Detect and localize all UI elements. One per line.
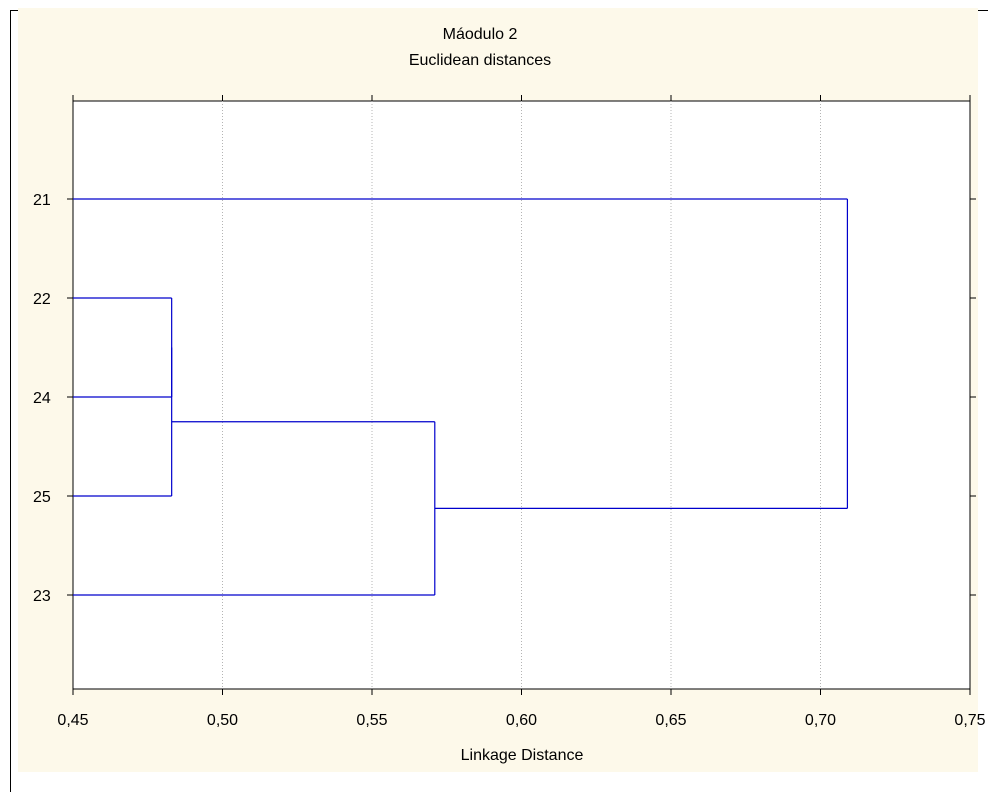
- x-tick-label: 0,75: [954, 712, 985, 729]
- chart-title: Máodulo 2: [442, 26, 518, 43]
- x-tick-label: 0,50: [207, 712, 238, 729]
- y-tick-label: 21: [33, 192, 51, 209]
- x-axis-title: Linkage Distance: [461, 747, 584, 764]
- y-tick-label: 25: [33, 489, 51, 506]
- gridlines: [222, 101, 821, 689]
- axis-ticks: 0,45 0,50 0,55 0,60 0,65 0,70 0,75 21 22 24 25 23: [33, 95, 986, 729]
- x-tick-label: 0,45: [57, 712, 88, 729]
- x-tick-label: 0,55: [356, 712, 387, 729]
- y-tick-label: 23: [33, 588, 51, 605]
- y-tick-label: 24: [33, 390, 51, 407]
- title-block: Máodulo 2 Euclidean distances: [0, 22, 960, 74]
- x-tick-label: 0,60: [506, 712, 537, 729]
- dendrogram-links: [73, 198, 849, 596]
- y-tick-label: 22: [33, 291, 51, 308]
- x-tick-label: 0,70: [805, 712, 836, 729]
- x-tick-label: 0,65: [655, 712, 686, 729]
- chart-subtitle: Euclidean distances: [408, 52, 552, 69]
